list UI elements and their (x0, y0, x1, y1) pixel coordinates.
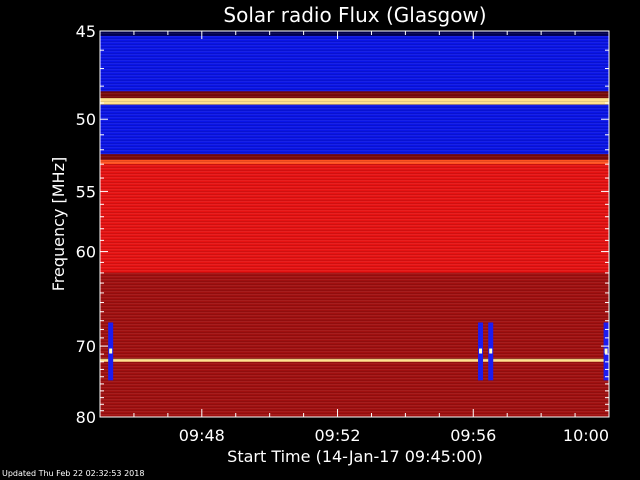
update-timestamp: Updated Thu Feb 22 02:32:53 2018 (2, 469, 145, 478)
x-tick-label: 09:56 (450, 426, 496, 445)
x-tick-label: 10:00 (563, 426, 609, 445)
y-tick-label: 80 (76, 408, 96, 427)
x-tick-label: 09:48 (179, 426, 225, 445)
burst-peak-1 (479, 348, 483, 354)
y-axis: 45 50 55 60 70 80 (76, 22, 609, 427)
x-axis-label: Start Time (14-Jan-17 09:45:00) (227, 447, 483, 466)
heatmap-area (100, 31, 609, 417)
x-tick-label: 09:52 (314, 426, 360, 445)
y-tick-label: 45 (76, 22, 96, 41)
y-axis-label: Frequency [MHz] (49, 157, 68, 291)
y-tick-label: 55 (76, 182, 96, 201)
y-tick-label: 50 (76, 110, 96, 129)
burst-peak-3 (604, 348, 608, 354)
plot-frame (99, 30, 610, 418)
x-axis: 09:48 09:52 09:56 10:00 (133, 31, 610, 445)
y-tick-label: 60 (76, 243, 96, 262)
burst-peak-2 (489, 348, 493, 354)
y-tick-label: 70 (76, 337, 96, 356)
heatmap-texture (100, 31, 609, 417)
burst-peak-0 (109, 348, 113, 354)
chart-title: Solar radio Flux (Glasgow) (223, 3, 486, 27)
